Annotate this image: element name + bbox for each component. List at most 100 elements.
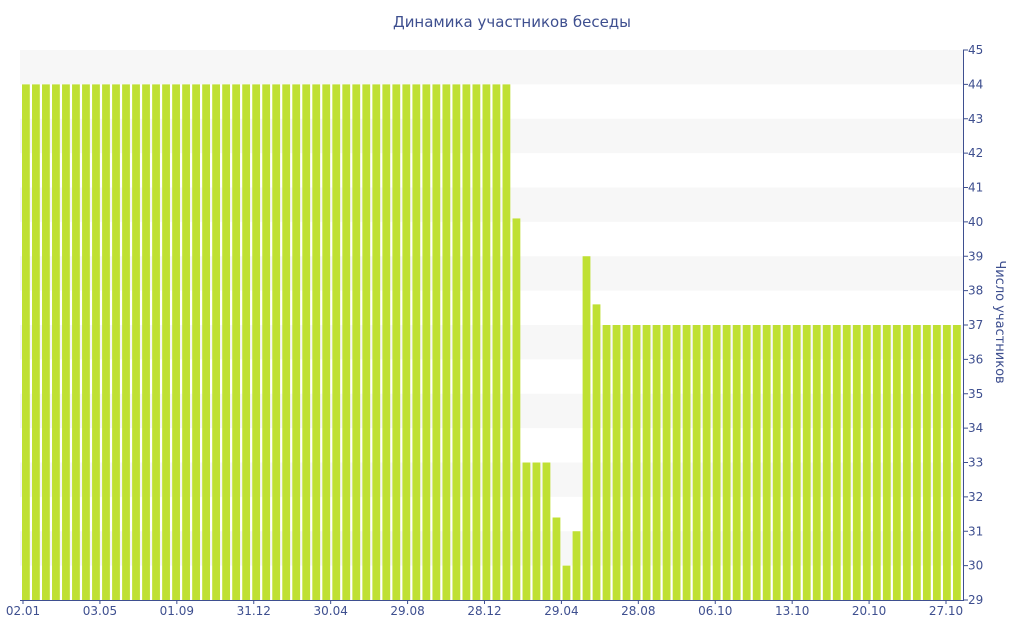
x-tick-label: 29.04 [544,604,578,618]
y-tick-label: 45 [968,43,983,57]
bar [912,325,921,600]
y-tick-label: 43 [968,112,983,126]
bar [212,84,221,601]
bar [892,325,901,600]
bar [182,84,190,601]
bar [542,462,551,600]
bar [782,325,791,600]
bar [492,84,501,601]
bar [862,325,871,600]
bar [692,325,701,600]
bar [582,256,591,600]
grid-band [20,531,963,566]
y-tick-label: 31 [968,524,983,538]
y-tick-label: 32 [968,490,983,504]
x-tick-label: 01.09 [160,604,194,618]
bar [252,84,261,601]
bar [22,84,30,601]
bar [802,325,811,600]
y-tick-label: 34 [968,421,983,435]
y-tick-label: 42 [968,146,983,160]
x-tick-label: 02.01 [6,604,40,618]
bar [482,84,491,601]
x-tick-label: 28.12 [467,604,501,618]
grid-band [20,50,963,85]
bar [822,325,831,600]
bar [422,84,431,601]
bar [682,325,691,600]
bar [162,84,170,601]
bar [722,325,731,600]
bar [662,325,671,600]
x-tick-label: 06.10 [698,604,732,618]
bar [352,84,361,601]
bar [512,218,521,600]
bar [522,462,531,600]
bar [362,84,371,601]
bar [272,84,281,601]
bar [642,325,651,600]
grid-band [20,393,963,429]
bar [152,84,160,601]
x-tick-label: 27.10 [929,604,963,618]
bar [202,84,210,601]
bar [592,304,601,600]
bar [42,84,50,601]
y-tick-labels: 29 30 31 32 33 34 35 36 37 38 39 40 41 42 43 44 45 [968,43,983,607]
bar [412,84,421,601]
grid-band [20,118,963,154]
bar [372,84,381,601]
y-tick-label: 40 [968,215,983,229]
grid-band [20,256,963,291]
bar [332,84,341,601]
bar [932,325,941,600]
bar [762,325,771,600]
bar [652,325,661,600]
bar [132,84,140,601]
bar [952,325,961,600]
y-tick-label: 30 [968,559,983,573]
bar [402,84,411,601]
bar [312,84,321,601]
bar [452,84,461,601]
x-tick-label: 30.04 [313,604,347,618]
bar [712,325,721,600]
y-tick-label: 37 [968,318,983,332]
x-tick-label: 13.10 [775,604,809,618]
bar [192,84,200,601]
bar [702,325,711,600]
bar [502,84,511,601]
bar [282,84,291,601]
bar [232,84,241,601]
bar [612,325,621,600]
bar [322,84,331,601]
bar [742,325,751,600]
bar [392,84,401,601]
y-tick-label: 36 [968,352,983,366]
bar [792,325,801,600]
bar [432,84,441,601]
bar-series [22,84,961,601]
bar [732,325,741,600]
bar [262,84,271,601]
bar [222,84,231,601]
bar [92,84,100,601]
x-tick-label: 03.05 [83,604,117,618]
bar [562,565,571,601]
bar [532,462,541,600]
grid-band [20,325,963,360]
x-tick-labels: 02.01 03.05 01.09 31.12 30.04 29.08 28.12 29.04… [6,604,963,618]
axes [20,49,968,604]
bar [622,325,631,600]
x-tick-label: 20.10 [852,604,886,618]
bar [242,84,251,601]
y-tick-label: 29 [968,593,983,607]
y-tick-label: 33 [968,456,983,470]
bar [62,84,70,601]
x-tick-label: 28.08 [621,604,655,618]
bar [82,84,90,601]
bar [672,325,681,600]
y-tick-label: 41 [968,181,983,195]
bar [462,84,471,601]
